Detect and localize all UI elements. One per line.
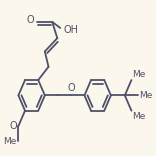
Text: Me: Me <box>132 70 146 79</box>
Text: O: O <box>9 121 17 131</box>
Text: Me: Me <box>132 112 146 121</box>
Text: O: O <box>68 83 75 93</box>
Text: OH: OH <box>64 25 79 35</box>
Text: O: O <box>27 15 35 25</box>
Text: Me: Me <box>139 91 152 100</box>
Text: Me: Me <box>3 137 17 146</box>
